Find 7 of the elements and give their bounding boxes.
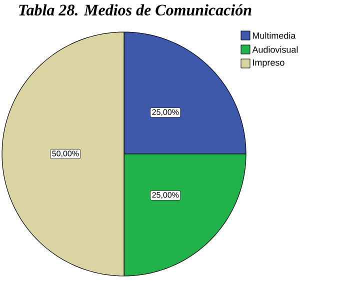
chart-title: Tabla 28. Medios de Comunicación [19, 4, 252, 16]
data-label: 25,00% [152, 192, 179, 199]
legend-label: Impreso [253, 59, 284, 68]
legend-label: Audiovisual [252, 46, 298, 53]
data-label: 25,00% [152, 109, 179, 116]
data-label: 50,00% [52, 150, 79, 158]
legend-label: Multimedia [252, 32, 296, 39]
